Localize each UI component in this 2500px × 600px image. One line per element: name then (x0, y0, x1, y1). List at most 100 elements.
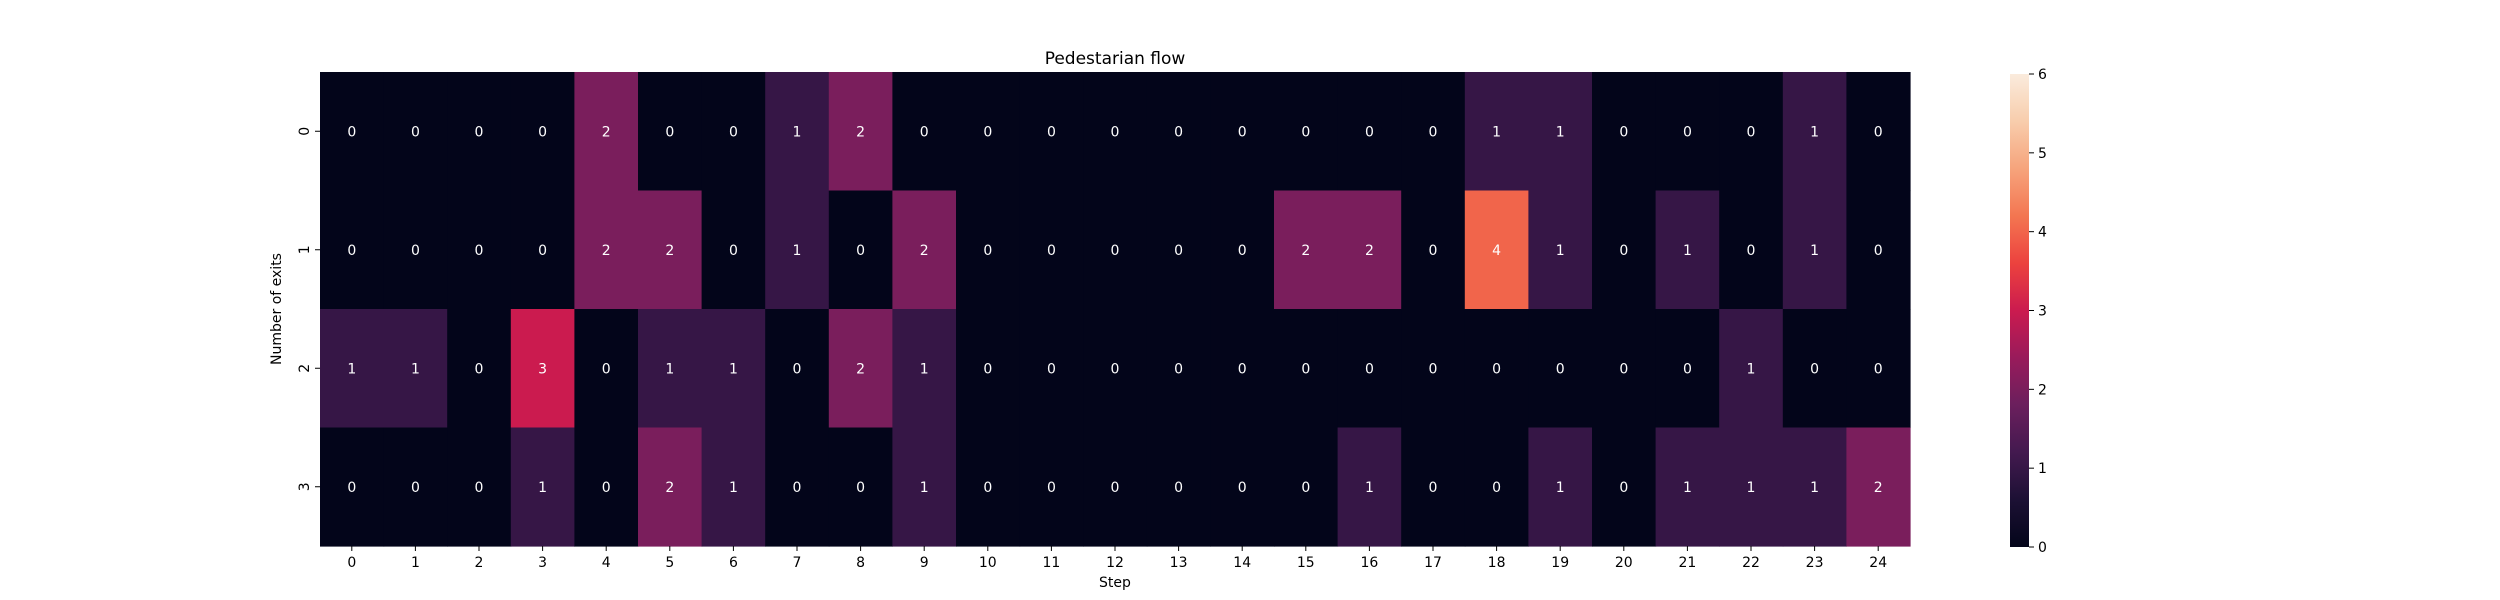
colorbar (2010, 74, 2029, 547)
heatmap-cell-2-24 (1846, 309, 1911, 429)
x-tick-label-11: 11 (1042, 555, 1060, 571)
heatmap-cell-1-8 (828, 190, 893, 310)
heatmap-cell-2-19 (1528, 309, 1593, 429)
cell-value-label-2-16: 0 (1365, 361, 1374, 377)
heatmap-cell-2-15 (1274, 309, 1339, 429)
heatmap-cell-1-4 (574, 190, 639, 310)
x-tick-label-9: 9 (920, 555, 929, 571)
y-axis-label: Number of exits (269, 253, 285, 365)
cell-value-label-2-6: 1 (729, 361, 738, 377)
heatmap-cell-0-17 (1401, 72, 1466, 192)
colorbar-tick-label-3: 3 (2038, 304, 2047, 320)
cell-value-label-3-14: 0 (1238, 480, 1247, 496)
heatmap-cell-1-21 (1655, 190, 1720, 310)
cell-value-label-0-14: 0 (1238, 124, 1247, 140)
cell-value-label-0-3: 0 (538, 124, 547, 140)
cell-value-label-1-17: 0 (1429, 243, 1438, 259)
heatmap-cell-3-23 (1782, 427, 1847, 547)
heatmap-cell-1-18 (1464, 190, 1529, 310)
colorbar-tick-label-5: 5 (2038, 146, 2047, 162)
heatmap-cell-2-13 (1146, 309, 1211, 429)
cell-value-label-2-1: 1 (411, 361, 420, 377)
heatmap-cell-3-7 (765, 427, 830, 547)
y-tick-label-0: 0 (297, 127, 313, 136)
heatmap-cell-2-8 (828, 309, 893, 429)
cell-value-label-3-4: 0 (602, 480, 611, 496)
cell-value-label-1-22: 0 (1747, 243, 1756, 259)
heatmap-cell-2-16 (1337, 309, 1402, 429)
heatmap-cell-2-12 (1083, 309, 1148, 429)
cell-value-label-0-13: 0 (1174, 124, 1183, 140)
cell-value-label-1-10: 0 (983, 243, 992, 259)
cell-value-label-2-23: 0 (1810, 361, 1819, 377)
cell-value-label-1-0: 0 (347, 243, 356, 259)
heatmap-cell-3-5 (638, 427, 703, 547)
heatmap-cell-3-16 (1337, 427, 1402, 547)
heatmap-cell-1-9 (892, 190, 957, 310)
cell-value-label-1-1: 0 (411, 243, 420, 259)
heatmap-cell-3-14 (1210, 427, 1275, 547)
cell-value-label-2-5: 1 (665, 361, 674, 377)
heatmap-cell-1-17 (1401, 190, 1466, 310)
heatmap-cell-0-12 (1083, 72, 1148, 192)
heatmap-cell-3-12 (1083, 427, 1148, 547)
heatmap-cell-0-8 (828, 72, 893, 192)
heatmap-cell-3-10 (956, 427, 1021, 547)
x-tick-label-0: 0 (347, 555, 356, 571)
y-axis: 0 1 2 3 (297, 127, 320, 491)
x-axis-label: Step (1099, 575, 1131, 591)
cell-value-label-2-20: 0 (1619, 361, 1628, 377)
heatmap-cell-2-18 (1464, 309, 1529, 429)
heatmap-cell-2-14 (1210, 309, 1275, 429)
x-tick-label-2: 2 (475, 555, 484, 571)
heatmap-cells: 0 0 0 0 2 0 0 1 2 0 0 0 0 0 0 0 0 0 1 1 0 0 0 1 0 0 0 0 0 2 2 0 1 0 2 0 0 0 0 0… (320, 72, 1911, 547)
heatmap-cell-1-12 (1083, 190, 1148, 310)
cell-value-label-1-15: 2 (1301, 243, 1310, 259)
heatmap-cell-1-19 (1528, 190, 1593, 310)
cell-value-label-2-10: 0 (983, 361, 992, 377)
heatmap-cell-0-23 (1782, 72, 1847, 192)
x-tick-label-4: 4 (602, 555, 611, 571)
heatmap-cell-2-22 (1719, 309, 1784, 429)
cell-value-label-3-7: 0 (793, 480, 802, 496)
cell-value-label-0-8: 2 (856, 124, 865, 140)
x-tick-label-15: 15 (1297, 555, 1315, 571)
cell-value-label-0-17: 0 (1429, 124, 1438, 140)
y-tick-label-3: 3 (297, 482, 313, 491)
cell-value-label-1-11: 0 (1047, 243, 1056, 259)
heatmap-cell-0-2 (447, 72, 512, 192)
heatmap-cell-1-20 (1592, 190, 1657, 310)
cell-value-label-3-10: 0 (983, 480, 992, 496)
heatmap-cell-1-15 (1274, 190, 1339, 310)
cell-value-label-1-7: 1 (793, 243, 802, 259)
heatmap-cell-3-4 (574, 427, 639, 547)
cell-value-label-3-1: 0 (411, 480, 420, 496)
heatmap-cell-2-4 (574, 309, 639, 429)
cell-value-label-0-7: 1 (793, 124, 802, 140)
heatmap-cell-0-4 (574, 72, 639, 192)
heatmap-cell-3-2 (447, 427, 512, 547)
heatmap-cell-0-14 (1210, 72, 1275, 192)
cell-value-label-1-21: 1 (1683, 243, 1692, 259)
heatmap-cell-1-10 (956, 190, 1021, 310)
cell-value-label-0-18: 1 (1492, 124, 1501, 140)
heatmap-cell-0-5 (638, 72, 703, 192)
x-tick-label-5: 5 (665, 555, 674, 571)
cell-value-label-2-4: 0 (602, 361, 611, 377)
heatmap-cell-0-1 (383, 72, 448, 192)
heatmap-cell-0-19 (1528, 72, 1593, 192)
cell-value-label-1-19: 1 (1556, 243, 1565, 259)
heatmap-cell-0-21 (1655, 72, 1720, 192)
heatmap-cell-1-7 (765, 190, 830, 310)
cell-value-label-2-2: 0 (475, 361, 484, 377)
cell-value-label-3-17: 0 (1429, 480, 1438, 496)
cell-value-label-2-7: 0 (793, 361, 802, 377)
cell-value-label-0-15: 0 (1301, 124, 1310, 140)
heatmap-cell-3-18 (1464, 427, 1529, 547)
cell-value-label-1-8: 0 (856, 243, 865, 259)
heatmap-cell-2-1 (383, 309, 448, 429)
heatmap-cell-1-16 (1337, 190, 1402, 310)
cell-value-label-1-4: 2 (602, 243, 611, 259)
x-axis: 0 1 2 3 4 5 6 7 8 9 10 11 12 13 14 15 16 17 18 19 20 21 22 23 24 (347, 546, 1887, 571)
